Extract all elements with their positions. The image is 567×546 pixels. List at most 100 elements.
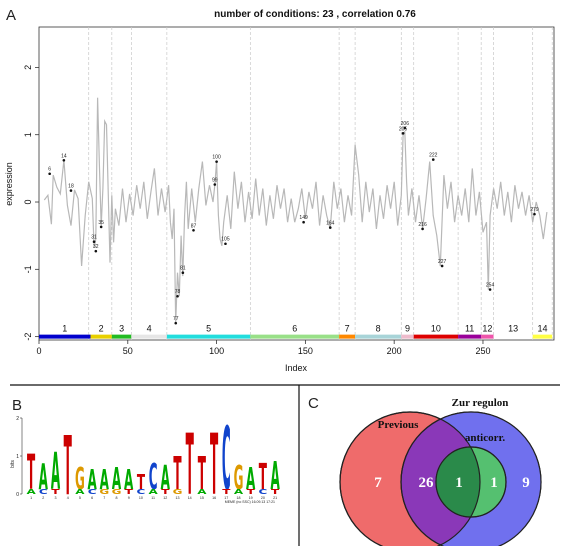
point-marker bbox=[62, 158, 66, 162]
point-label: 206 bbox=[401, 121, 410, 127]
x-axis: 0 50 100 150 200 250 bbox=[36, 340, 490, 356]
x-tick-label: 100 bbox=[209, 346, 224, 356]
logo-letter: C bbox=[39, 489, 48, 496]
point-marker bbox=[421, 227, 424, 231]
logo-position-label: 8 bbox=[116, 496, 118, 500]
venn-previous-outline bbox=[339, 411, 481, 546]
segment-label: 12 bbox=[482, 324, 492, 334]
logo-position-label: 9 bbox=[128, 496, 130, 500]
point-marker bbox=[213, 183, 217, 186]
logo-position-label: 15 bbox=[200, 496, 204, 500]
point-marker bbox=[92, 240, 96, 244]
venn-count-zur-anticorr: 1 bbox=[490, 475, 498, 491]
point-marker bbox=[401, 132, 405, 135]
expression-line bbox=[43, 97, 548, 324]
logo-letter: T bbox=[173, 447, 181, 500]
logo-letter: G bbox=[75, 463, 85, 497]
venn-count-prev-zur: 26 bbox=[419, 475, 435, 491]
segment-label: 13 bbox=[508, 324, 518, 334]
logo-position-label: 20 bbox=[261, 496, 265, 500]
point-label: 35 bbox=[98, 220, 104, 226]
segment-label: 4 bbox=[147, 324, 152, 334]
logo-letter: G bbox=[99, 489, 109, 496]
logo-letter: A bbox=[75, 489, 85, 496]
logo-position-label: 13 bbox=[176, 496, 180, 500]
x-tick-label: 150 bbox=[298, 346, 313, 356]
point-marker bbox=[431, 158, 435, 161]
segment-label: 1 bbox=[62, 324, 67, 334]
point-marker bbox=[192, 228, 195, 232]
logo-letter: A bbox=[112, 463, 121, 497]
point-marker bbox=[94, 249, 98, 253]
logo-letter: A bbox=[270, 454, 279, 499]
point-label: 254 bbox=[486, 283, 495, 289]
panel-c-letter: C bbox=[308, 395, 319, 412]
point-label: 77 bbox=[173, 316, 179, 322]
logo-letter: A bbox=[234, 489, 244, 496]
panel-b-letter: B bbox=[12, 397, 22, 414]
logo-letter: T bbox=[27, 445, 35, 501]
logo-letter: C bbox=[137, 489, 146, 496]
x-tick-label: 250 bbox=[475, 346, 490, 356]
point-marker bbox=[403, 126, 407, 130]
venn-anticorr-label: anticorr. bbox=[465, 432, 505, 444]
logo-position-label: 2 bbox=[42, 496, 44, 500]
logo-letter: C bbox=[149, 457, 158, 499]
logo-y-tick-label: 0 bbox=[16, 492, 19, 498]
logo-letter: T bbox=[271, 489, 280, 496]
logo-position-label: 19 bbox=[249, 496, 253, 500]
logo-position-label: 7 bbox=[103, 496, 105, 500]
logo-letter: T bbox=[137, 471, 146, 494]
logo-letter: A bbox=[39, 457, 49, 499]
segment-label: 7 bbox=[345, 324, 350, 334]
point-label: 18 bbox=[68, 184, 74, 190]
logo-position-label: 16 bbox=[212, 496, 216, 500]
logo-letter: A bbox=[51, 442, 60, 501]
point-marker bbox=[440, 264, 444, 268]
segment-label: 3 bbox=[119, 324, 124, 334]
point-label: 99 bbox=[212, 178, 218, 184]
logo-letter: A bbox=[161, 458, 171, 497]
point-marker bbox=[302, 220, 305, 224]
point-marker bbox=[181, 271, 185, 274]
point-label: 78 bbox=[175, 289, 181, 295]
panel-a-letter: A bbox=[6, 7, 16, 24]
logo-position-label: 17 bbox=[224, 496, 228, 500]
point-marker bbox=[174, 321, 178, 325]
point-label: 279 bbox=[530, 207, 539, 213]
point-label: 227 bbox=[438, 259, 447, 265]
venn-zur-circle bbox=[400, 411, 542, 546]
logo-letter: T bbox=[259, 457, 267, 499]
x-tick-label: 200 bbox=[387, 346, 402, 356]
logo-letter: A bbox=[26, 489, 36, 496]
logo-y-tick-label: 2 bbox=[16, 416, 19, 422]
venn-count-previous-only: 7 bbox=[374, 475, 382, 491]
point-label: 32 bbox=[93, 244, 99, 250]
point-marker bbox=[48, 172, 51, 176]
point-label: 149 bbox=[299, 215, 308, 221]
point-marker bbox=[215, 160, 218, 163]
logo-letter: A bbox=[246, 463, 255, 497]
logo-letter: T bbox=[222, 489, 231, 496]
logo-letter: T bbox=[64, 418, 72, 513]
point-marker bbox=[328, 226, 332, 229]
logo-y-tick-label: 1 bbox=[16, 454, 19, 460]
point-label: 81 bbox=[180, 266, 186, 272]
logo-letter: T bbox=[210, 418, 218, 515]
logo-letter: A bbox=[87, 464, 97, 496]
segment-label: 5 bbox=[206, 324, 211, 334]
logo-letter: C bbox=[222, 409, 231, 510]
point-marker bbox=[224, 242, 227, 246]
logo-letter: T bbox=[51, 489, 60, 496]
logo-letter: A bbox=[100, 464, 110, 496]
point-label: 14 bbox=[61, 153, 67, 159]
y-tick-label: 1 bbox=[23, 132, 33, 137]
logo-position-label: 3 bbox=[55, 496, 57, 500]
logo-position-label: 6 bbox=[91, 496, 93, 500]
logo-letter: A bbox=[197, 489, 207, 496]
segment-label: 14 bbox=[537, 324, 547, 334]
point-marker bbox=[533, 212, 536, 216]
